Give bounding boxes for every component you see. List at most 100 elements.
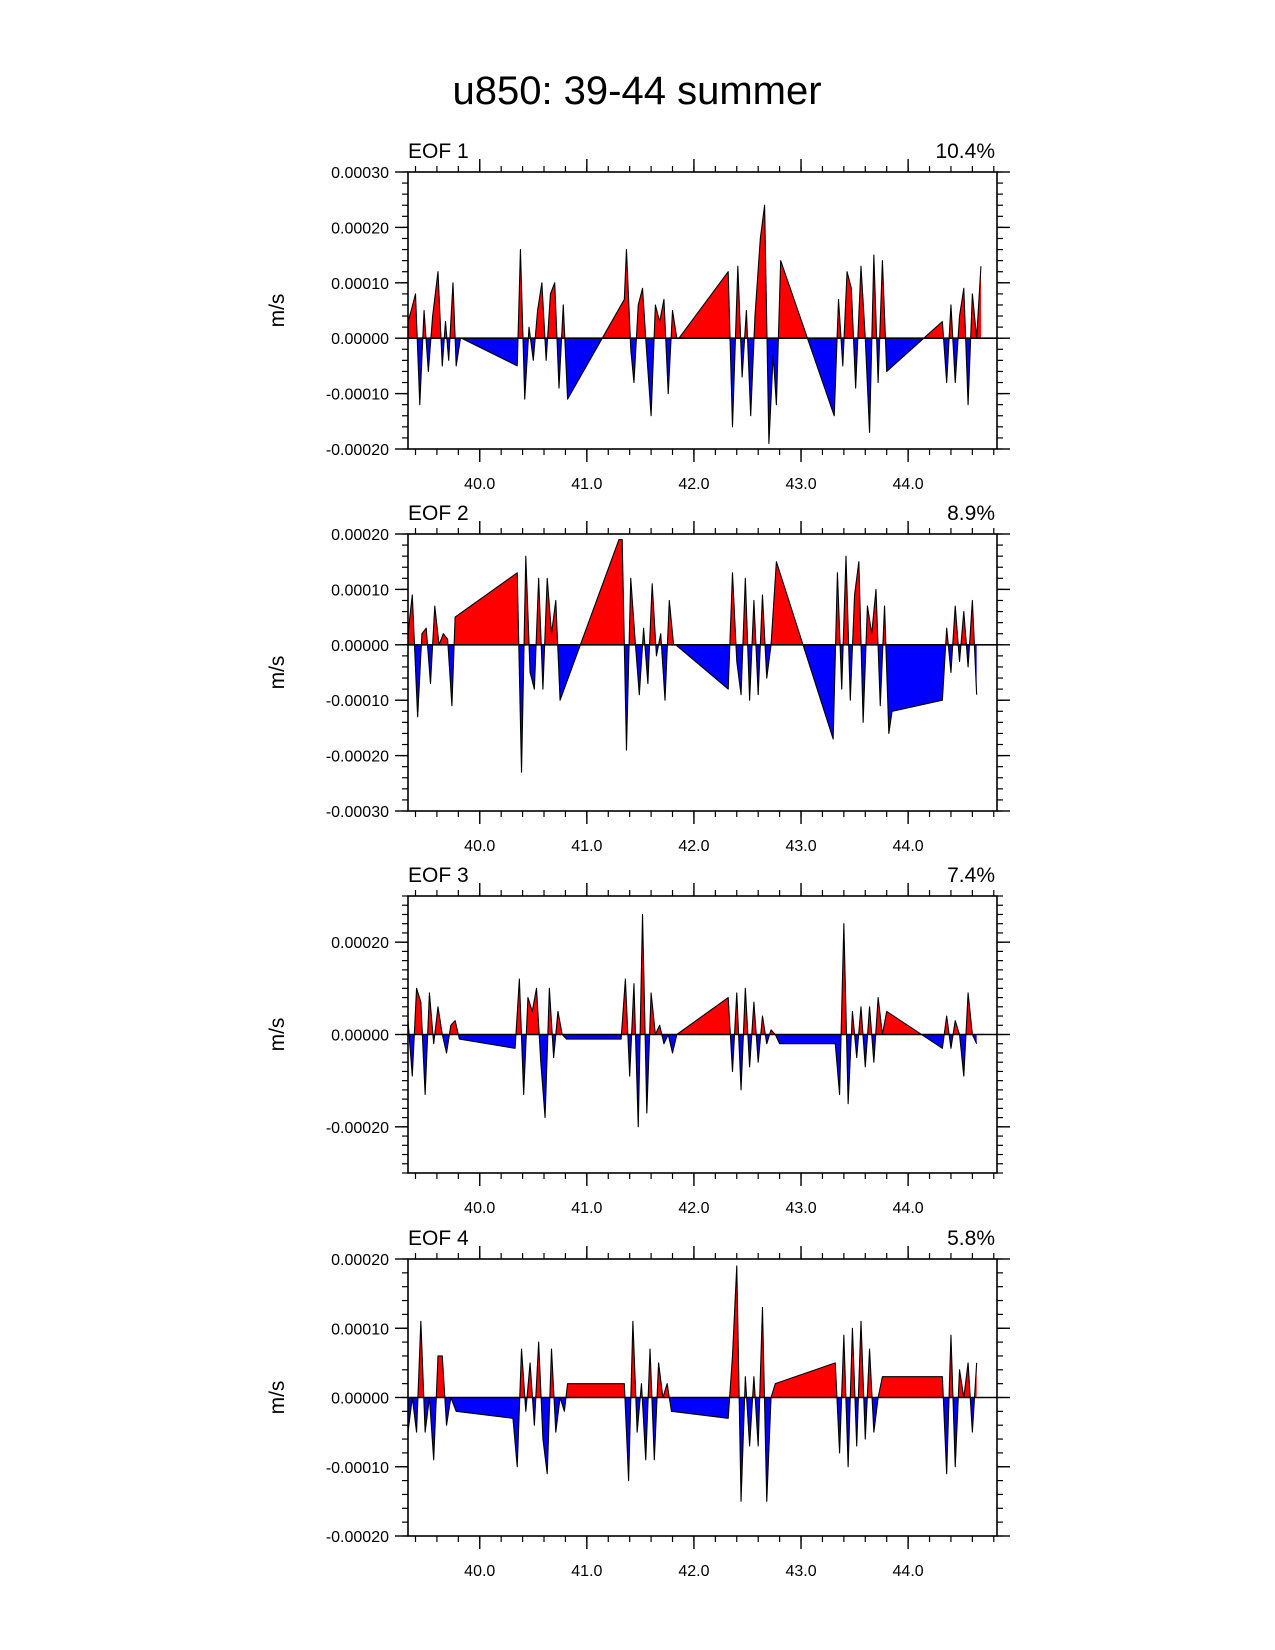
y-tick-label: -0.00020	[326, 1529, 389, 1546]
x-tick-label: 41.0	[571, 838, 602, 855]
eof-panel-3: 40.0 41.0 42.0 43.0 44.0 -0.00020 0.00000 0.000…	[266, 864, 1010, 1217]
positive-area	[960, 611, 967, 645]
negative-area	[414, 644, 422, 717]
y-tick-label: -0.00020	[326, 749, 389, 766]
negative-area	[518, 644, 525, 773]
x-tick-label: 43.0	[785, 476, 816, 493]
eof-panel-4: 40.0 41.0 42.0 43.0 44.0 -0.00020 -0.00010 0.00…	[266, 1227, 1010, 1580]
eof-line	[408, 538, 978, 773]
negative-area	[417, 338, 423, 405]
x-tick-label: 44.0	[893, 1563, 924, 1580]
negative-area	[730, 338, 736, 427]
positive-area	[565, 1383, 625, 1398]
negative-area	[878, 644, 883, 706]
positive-area	[735, 266, 741, 339]
positive-area	[742, 578, 748, 645]
y-axis-label: m/s	[266, 1018, 289, 1052]
y-axis-label: m/s	[266, 294, 289, 328]
panel-variance: 8.9%	[947, 502, 995, 525]
negative-area	[943, 1397, 950, 1474]
positive-area	[944, 1016, 950, 1035]
negative-area	[965, 338, 971, 405]
positive-area	[602, 249, 631, 339]
panel-variance: 7.4%	[947, 864, 995, 887]
x-tick-label: 44.0	[893, 838, 924, 855]
negative-area	[746, 1397, 753, 1446]
positive-area	[879, 260, 886, 339]
positive-area	[417, 1321, 424, 1398]
panel-variance: 10.4%	[935, 140, 995, 163]
negative-area	[630, 338, 637, 383]
eof-line	[408, 204, 982, 445]
y-tick-label: 0.00000	[331, 638, 389, 655]
positive-area	[657, 1362, 670, 1398]
negative-area	[624, 1397, 631, 1481]
negative-area	[885, 644, 946, 734]
negative-area	[562, 1034, 622, 1040]
y-tick-label: -0.00010	[326, 1460, 389, 1477]
positive-area	[454, 572, 519, 645]
negative-area	[426, 338, 431, 372]
positive-area	[970, 266, 981, 339]
negative-area	[444, 1397, 520, 1467]
positive-area	[754, 205, 767, 339]
y-tick-label: -0.00030	[326, 804, 389, 821]
x-tick-label: 41.0	[571, 1563, 602, 1580]
positive-area	[434, 1006, 443, 1035]
positive-area	[408, 293, 418, 339]
negative-area	[645, 338, 655, 416]
y-tick-label: -0.00010	[326, 693, 389, 710]
x-tick-label: 40.0	[464, 838, 495, 855]
x-tick-label: 43.0	[785, 1200, 816, 1217]
positive-area	[843, 556, 849, 645]
y-tick-label: 0.00020	[331, 220, 389, 237]
negative-area	[557, 644, 581, 701]
x-tick-label: 41.0	[571, 1200, 602, 1217]
positive-area	[408, 594, 415, 645]
y-tick-label: 0.00000	[331, 331, 389, 348]
negative-area	[764, 1397, 772, 1502]
eof-panel-1: 40.0 41.0 42.0 43.0 44.0 -0.00020 -0.00010 0.00…	[266, 140, 1010, 493]
y-tick-label: 0.00000	[331, 1391, 389, 1408]
x-tick-label: 40.0	[464, 476, 495, 493]
y-axis-label: m/s	[266, 1381, 289, 1415]
negative-area	[775, 1034, 842, 1095]
y-tick-label: 0.00010	[331, 1321, 389, 1338]
y-tick-label: 0.00030	[331, 165, 389, 182]
positive-area	[858, 1321, 864, 1398]
negative-area	[521, 1034, 527, 1095]
y-tick-label: 0.00020	[331, 935, 389, 952]
positive-area	[636, 288, 646, 339]
positive-area	[535, 1342, 542, 1398]
x-tick-label: 40.0	[464, 1563, 495, 1580]
panel-title: EOF 3	[408, 864, 469, 887]
negative-area	[738, 1034, 744, 1090]
negative-area	[422, 1034, 428, 1095]
panel-title: EOF 1	[408, 140, 469, 163]
y-tick-label: -0.00010	[326, 387, 389, 404]
y-tick-label: -0.00020	[326, 1120, 389, 1137]
negative-area	[665, 338, 672, 394]
negative-area	[661, 644, 668, 701]
positive-area	[518, 249, 523, 339]
positive-area	[671, 271, 731, 339]
x-tick-label: 42.0	[678, 476, 709, 493]
negative-area	[747, 338, 755, 416]
negative-area	[408, 1397, 418, 1433]
positive-area	[729, 572, 736, 645]
positive-area	[952, 606, 959, 645]
panel-title: EOF 2	[408, 502, 469, 525]
negative-area	[952, 1397, 959, 1467]
positive-area	[841, 923, 847, 1035]
negative-area	[564, 338, 603, 400]
positive-area	[649, 583, 656, 645]
x-tick-label: 44.0	[893, 1200, 924, 1217]
negative-area	[803, 644, 836, 739]
negative-area	[458, 1034, 516, 1049]
y-tick-label: 0.00010	[331, 582, 389, 599]
positive-area	[544, 578, 558, 645]
positive-area	[640, 914, 646, 1035]
positive-area	[621, 979, 628, 1035]
positive-area	[649, 992, 662, 1035]
